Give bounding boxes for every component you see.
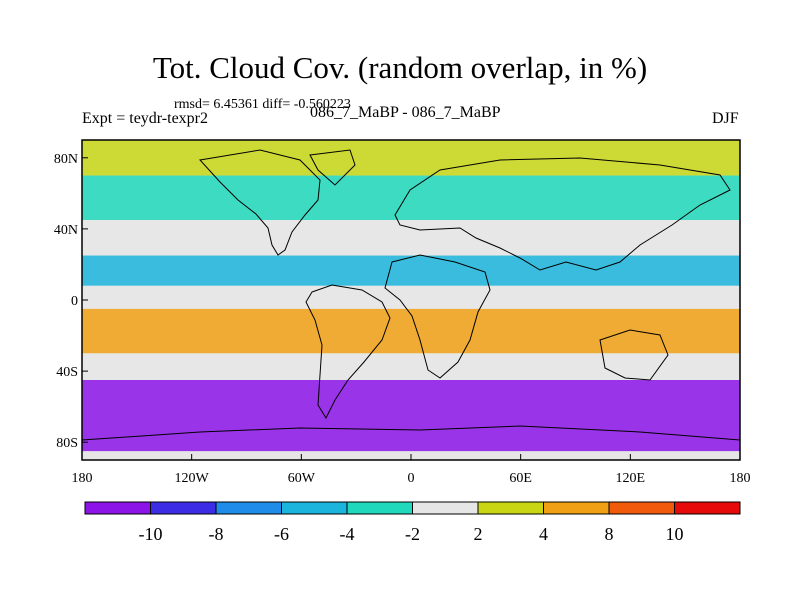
y-tick-label-2: 0 xyxy=(71,294,78,309)
band-0 xyxy=(82,140,740,176)
band-6 xyxy=(82,353,740,380)
band-7 xyxy=(82,380,740,452)
experiment-label: Expt = teydr-texpr2 xyxy=(82,110,208,127)
colorbar-label-8: 10 xyxy=(666,524,684,544)
colorbar-label-5: 2 xyxy=(474,524,483,544)
y-axis: 80N 40N 0 40S 80S xyxy=(54,152,88,451)
x-tick-label-2: 60W xyxy=(288,471,316,486)
plot-area xyxy=(82,140,740,460)
band-5 xyxy=(82,308,740,354)
colorbar-label-7: 8 xyxy=(605,524,614,544)
colorbar-box-2 xyxy=(215,501,282,515)
colorbar-label-0: -10 xyxy=(139,524,163,544)
y-tick-label-3: 40S xyxy=(56,365,78,380)
x-axis: 180 120W 60W 0 60E 120E 180 xyxy=(72,454,751,486)
x-tick-label-1: 120W xyxy=(175,471,210,486)
band-4 xyxy=(82,285,740,309)
y-tick-label-0: 80N xyxy=(54,152,78,167)
colorbar-box-9 xyxy=(674,501,741,515)
colorbar-box-1 xyxy=(150,501,217,515)
colorbar-label-6: 4 xyxy=(539,524,548,544)
colorbar-box-6 xyxy=(477,501,544,515)
colorbar: -10 -8 -6 -4 -2 2 4 8 10 xyxy=(84,501,741,544)
colorbar-label-2: -6 xyxy=(274,524,289,544)
colorbar-label-1: -8 xyxy=(209,524,224,544)
y-tick-label-1: 40N xyxy=(54,223,78,238)
x-tick-label-0: 180 xyxy=(72,471,93,486)
season-label: DJF xyxy=(712,110,739,127)
stats-annotation: rmsd= 6.45361 diff= -0.560223 xyxy=(174,97,351,112)
coastlines xyxy=(82,149,740,441)
chart-subtitle: 086_7_MaBP - 086_7_MaBP xyxy=(310,104,501,121)
band-3 xyxy=(82,255,740,286)
colorbar-box-5 xyxy=(412,501,479,515)
chart-title: Tot. Cloud Cov. (random overlap, in %) xyxy=(152,50,648,85)
x-tick-label-3: 0 xyxy=(408,471,415,486)
colorbar-label-3: -4 xyxy=(340,524,355,544)
difference-bands xyxy=(82,140,740,452)
colorbar-label-4: -2 xyxy=(405,524,420,544)
band-2 xyxy=(82,220,740,256)
y-tick-label-4: 80S xyxy=(56,436,78,451)
x-tick-label-4: 60E xyxy=(509,471,532,486)
x-tick-label-6: 180 xyxy=(730,471,751,486)
colorbar-box-3 xyxy=(281,501,348,515)
colorbar-box-7 xyxy=(543,501,610,515)
band-1 xyxy=(82,175,740,220)
colorbar-box-8 xyxy=(608,501,675,515)
colorbar-box-0 xyxy=(84,501,151,515)
colorbar-box-4 xyxy=(346,501,413,515)
x-tick-label-5: 120E xyxy=(616,471,646,486)
